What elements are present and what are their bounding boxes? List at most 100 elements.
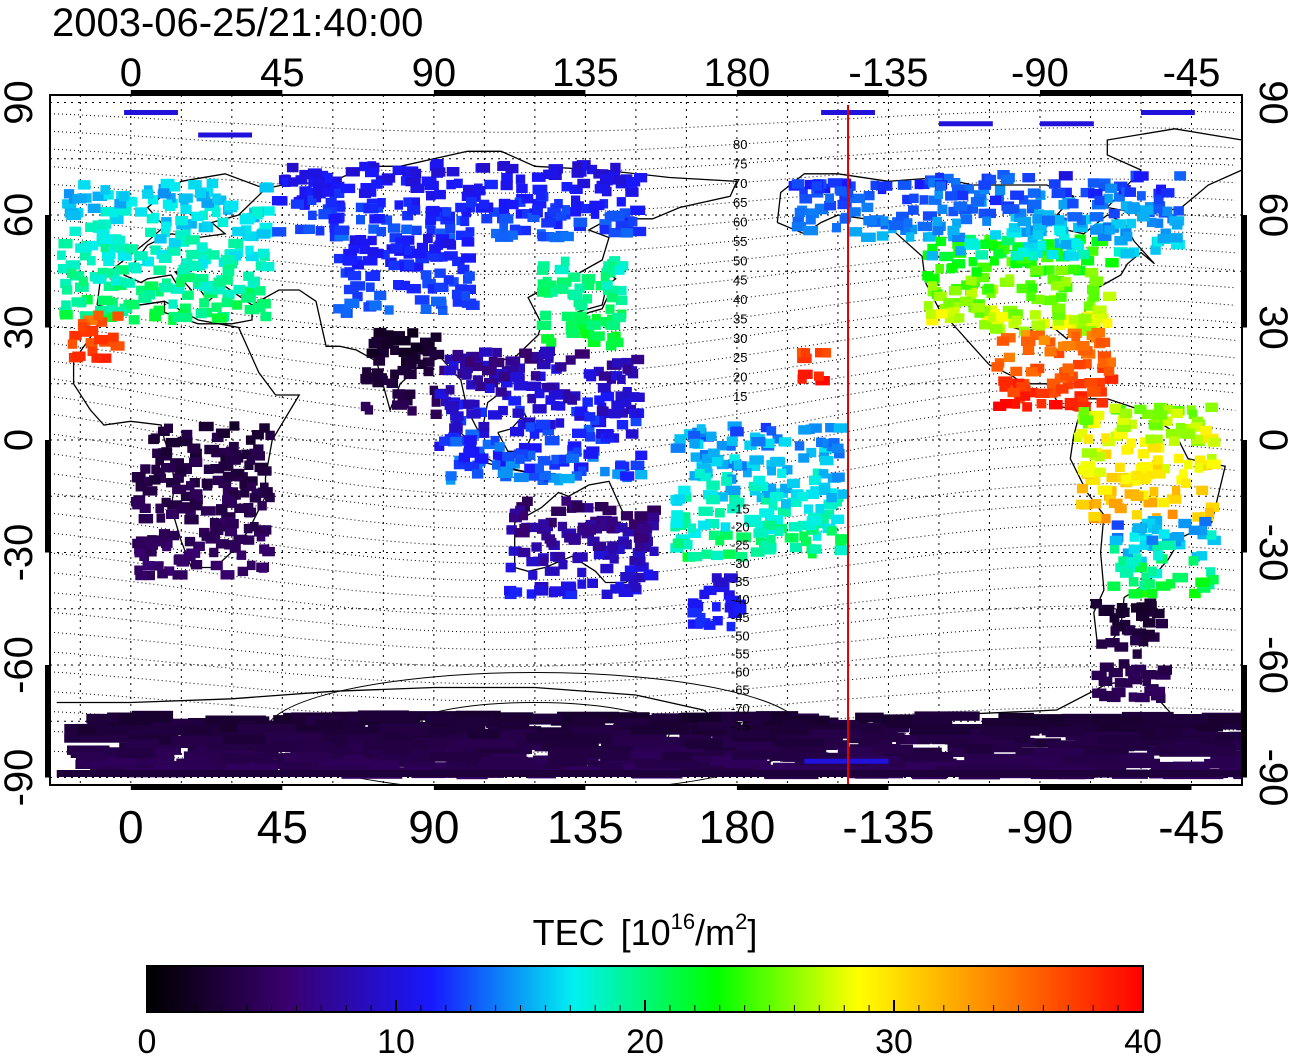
tec-cell bbox=[581, 274, 596, 284]
tec-cell bbox=[1082, 326, 1097, 336]
tec-cell bbox=[540, 232, 555, 242]
tec-cell bbox=[713, 492, 728, 502]
tec-cell bbox=[109, 234, 122, 244]
tec-cell bbox=[806, 447, 817, 458]
tec-cell bbox=[1116, 741, 1148, 751]
tec-cell bbox=[1077, 465, 1092, 475]
tec-cell bbox=[1108, 209, 1120, 219]
tec-cell bbox=[774, 526, 784, 536]
tec-cell bbox=[1021, 336, 1036, 346]
tec-cell bbox=[1046, 378, 1061, 388]
tec-cell bbox=[454, 739, 517, 749]
tec-cell bbox=[333, 304, 349, 314]
tec-cell bbox=[434, 282, 449, 293]
tec-cell bbox=[340, 752, 384, 762]
colorbar-tick-label: 10 bbox=[377, 1023, 415, 1057]
tec-cell bbox=[871, 744, 913, 754]
tec-cell bbox=[186, 481, 195, 491]
tec-cell bbox=[799, 186, 808, 197]
tec-cell bbox=[688, 599, 702, 610]
tec-cell bbox=[548, 473, 562, 483]
tec-cell bbox=[818, 469, 829, 479]
tec-cell bbox=[627, 217, 638, 227]
tec-cell bbox=[794, 207, 806, 218]
tec-cell bbox=[1159, 464, 1171, 474]
tec-cell bbox=[424, 725, 486, 735]
tec-cell bbox=[551, 454, 567, 465]
tec-cell bbox=[1108, 498, 1123, 509]
tec-cell bbox=[1090, 499, 1102, 509]
tec-cell bbox=[203, 464, 214, 474]
tec-cell bbox=[610, 584, 622, 594]
tec-cell bbox=[497, 468, 513, 478]
tec-cell bbox=[590, 209, 600, 219]
tec-cell bbox=[201, 478, 213, 488]
tec-cell bbox=[561, 205, 571, 215]
tec-cell bbox=[632, 547, 646, 558]
tec-cell bbox=[974, 190, 987, 200]
tec-cell bbox=[1113, 192, 1125, 202]
tec-cell bbox=[162, 541, 172, 552]
tec-cell bbox=[1047, 726, 1085, 737]
tec-cell bbox=[513, 472, 529, 483]
tec-cell bbox=[256, 532, 266, 542]
tec-cell bbox=[1145, 434, 1156, 444]
tec-cell bbox=[180, 491, 196, 502]
tec-cell bbox=[1060, 318, 1072, 329]
tec-cell bbox=[1083, 434, 1093, 444]
tec-cell bbox=[1091, 236, 1105, 247]
tec-cell bbox=[95, 725, 130, 736]
tec-cell bbox=[508, 546, 522, 556]
tec-cell bbox=[1117, 415, 1130, 425]
tec-cell bbox=[423, 366, 434, 377]
tec-cell bbox=[1141, 572, 1150, 582]
frame-bar-top bbox=[1039, 90, 1192, 95]
tec-cell bbox=[902, 194, 912, 205]
tec-cell bbox=[237, 723, 296, 734]
tec-cell bbox=[329, 223, 339, 233]
tec-cell bbox=[759, 508, 775, 518]
tec-cell bbox=[1108, 667, 1123, 678]
tec-cell bbox=[970, 197, 985, 207]
tec-cell bbox=[232, 450, 242, 460]
tec-cell bbox=[243, 476, 258, 486]
tec-cell bbox=[555, 418, 565, 428]
tec-cell bbox=[597, 383, 611, 393]
tec-cell bbox=[826, 526, 837, 536]
tec-cell bbox=[1066, 246, 1076, 256]
tec-cell bbox=[521, 417, 536, 427]
tec-cell bbox=[381, 173, 396, 183]
tec-cell bbox=[528, 443, 542, 453]
tec-cell bbox=[1056, 252, 1070, 262]
tec-cell bbox=[674, 434, 686, 444]
tec-cell bbox=[463, 448, 475, 458]
tec-cell bbox=[355, 202, 369, 213]
tec-cell bbox=[780, 746, 827, 757]
tec-cell bbox=[243, 535, 255, 545]
tec-cell bbox=[418, 345, 432, 355]
tec-cell bbox=[1161, 206, 1173, 216]
tec-cell bbox=[835, 534, 849, 544]
tec-cell bbox=[1129, 532, 1140, 542]
tec-cell bbox=[1054, 225, 1066, 236]
tec-cell bbox=[539, 470, 551, 481]
tec-cell bbox=[715, 508, 725, 518]
tec-cell bbox=[1122, 548, 1134, 558]
tec-cell bbox=[464, 271, 475, 281]
tec-cell bbox=[1006, 228, 1022, 238]
tec-cell bbox=[1126, 438, 1136, 448]
tec-cell bbox=[525, 422, 535, 432]
tec-cell bbox=[1114, 503, 1127, 514]
tec-cell bbox=[1028, 283, 1038, 293]
tec-cell bbox=[230, 468, 245, 479]
tec-cell bbox=[484, 179, 498, 190]
tec-cell bbox=[97, 295, 113, 306]
tec-cell bbox=[726, 436, 738, 446]
tec-cell bbox=[258, 563, 268, 573]
tec-cell bbox=[87, 203, 101, 213]
tec-cell bbox=[1206, 453, 1217, 464]
tec-cell bbox=[908, 205, 919, 215]
tec-cell bbox=[224, 290, 235, 300]
tec-cell bbox=[926, 251, 939, 261]
tec-cell bbox=[620, 572, 634, 582]
